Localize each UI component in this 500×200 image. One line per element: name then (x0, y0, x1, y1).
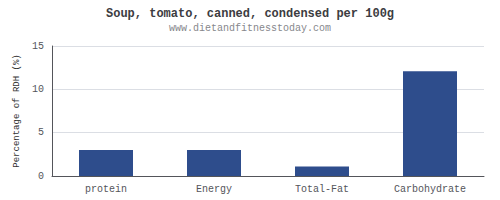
svg-text:Carbohydrate: Carbohydrate (394, 184, 466, 195)
svg-text:Energy: Energy (196, 184, 232, 195)
svg-text:Total-Fat: Total-Fat (295, 184, 349, 195)
svg-text:Percentage of RDH (%): Percentage of RDH (%) (12, 54, 22, 167)
svg-text:protein: protein (85, 184, 127, 195)
svg-text:Soup, tomato, canned, condense: Soup, tomato, canned, condensed per 100g (106, 7, 394, 21)
svg-text:15: 15 (32, 41, 44, 52)
svg-text:www.dietandfitnesstoday.com: www.dietandfitnesstoday.com (169, 23, 331, 34)
svg-text:5: 5 (38, 127, 44, 138)
svg-text:0: 0 (38, 171, 44, 182)
svg-text:10: 10 (32, 84, 44, 95)
